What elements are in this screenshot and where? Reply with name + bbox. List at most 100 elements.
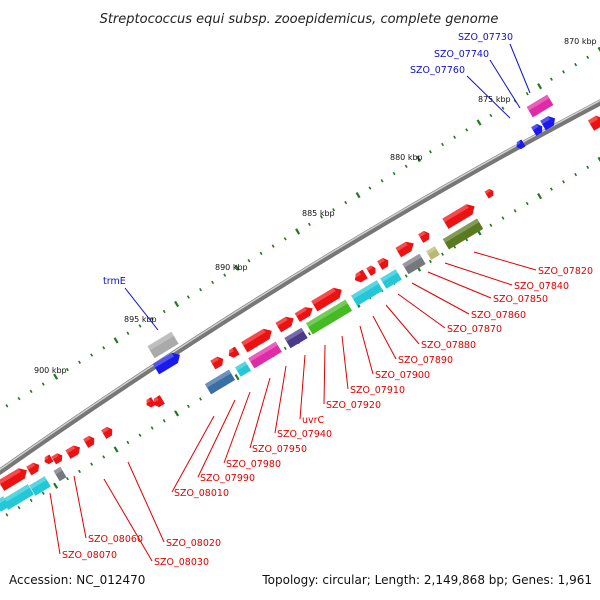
gene-arrow-outer-1 bbox=[540, 116, 556, 131]
minor-tick bbox=[78, 469, 81, 474]
minor-tick bbox=[78, 360, 81, 364]
minor-tick bbox=[17, 505, 21, 510]
gene-label-szo-07920: SZO_07920 bbox=[326, 400, 381, 411]
leader-line-red-7 bbox=[359, 325, 374, 375]
gene-label-szo-08070: SZO_08070 bbox=[62, 550, 117, 561]
leader-line-red-16 bbox=[127, 461, 165, 543]
major-tick bbox=[174, 300, 180, 308]
gene-label-szo-07730: SZO_07730 bbox=[458, 32, 513, 43]
minor-tick bbox=[332, 208, 336, 212]
kbp-label-880: 880 kbp bbox=[390, 153, 423, 162]
minor-tick bbox=[549, 187, 553, 191]
minor-tick bbox=[17, 396, 21, 401]
label-leader-lines bbox=[49, 43, 537, 562]
leader-line-red-12 bbox=[249, 377, 271, 449]
gene-block-3 bbox=[380, 269, 402, 289]
minor-tick bbox=[29, 389, 33, 394]
gene-arrow-inner-3 bbox=[377, 257, 389, 270]
accession-text: Accession: NC_012470 bbox=[9, 573, 146, 587]
gene-label-szo-07910: SZO_07910 bbox=[350, 385, 405, 396]
gene-arrow-inner-7 bbox=[294, 307, 313, 322]
gene-label-trme: trmE bbox=[103, 276, 126, 287]
minor-tick bbox=[562, 70, 565, 74]
leader-line-red-14 bbox=[197, 399, 236, 478]
map-title: Streptococcus equi subsp. zooepidemicus,… bbox=[100, 12, 499, 27]
leader-line-red-2 bbox=[427, 271, 492, 299]
major-tick bbox=[295, 228, 301, 235]
gene-label-szo-07840: SZO_07840 bbox=[514, 281, 569, 292]
gene-label-szo-07850: SZO_07850 bbox=[493, 294, 548, 305]
minor-tick bbox=[199, 287, 202, 292]
minor-tick bbox=[271, 244, 275, 248]
minor-tick bbox=[428, 259, 432, 264]
gene-block-14 bbox=[2, 484, 34, 510]
gene-arrow-inner-14 bbox=[65, 445, 81, 459]
minor-tick bbox=[199, 397, 202, 401]
minor-tick bbox=[428, 150, 432, 154]
kbp-label-890: 890 kbp bbox=[215, 263, 248, 272]
gene-arrow-inner-4 bbox=[366, 265, 376, 276]
minor-tick bbox=[65, 367, 69, 372]
minor-tick bbox=[368, 186, 372, 190]
leader-line-red-9 bbox=[323, 344, 326, 405]
gene-label-szo-07870: SZO_07870 bbox=[447, 324, 502, 335]
gene-arrow-inner-5 bbox=[352, 269, 368, 283]
minor-tick bbox=[562, 180, 565, 184]
gene-arrow-outer-7 bbox=[152, 352, 181, 375]
gene-block-13 bbox=[29, 476, 51, 496]
leader-line-blue-3 bbox=[124, 287, 159, 331]
gene-features bbox=[0, 94, 600, 512]
minor-tick bbox=[29, 498, 33, 503]
minor-tick bbox=[102, 455, 106, 459]
minor-tick bbox=[162, 309, 166, 314]
leader-line-red-19 bbox=[49, 492, 61, 555]
gene-arrow-outer-5 bbox=[484, 188, 494, 199]
gene-label-szo-07950: SZO_07950 bbox=[252, 444, 307, 455]
minor-tick bbox=[525, 201, 529, 206]
minor-tick bbox=[223, 273, 227, 277]
minor-tick bbox=[41, 491, 45, 495]
leader-line-red-5 bbox=[385, 304, 420, 345]
gene-label-szo-08030: SZO_08030 bbox=[154, 557, 209, 568]
leader-line-red-15 bbox=[171, 415, 215, 493]
leader-line-red-4 bbox=[397, 293, 446, 329]
major-tick bbox=[113, 337, 119, 344]
gene-arrow-outer-8 bbox=[42, 454, 54, 465]
gene-arrow-inner-12 bbox=[101, 426, 113, 439]
gene-arrow-outer-2 bbox=[531, 123, 543, 136]
gene-label-szo-07980: SZO_07980 bbox=[226, 459, 281, 470]
minor-tick bbox=[441, 142, 444, 147]
gene-arrow-outer-6 bbox=[147, 331, 179, 359]
minor-tick bbox=[150, 317, 154, 321]
major-tick bbox=[234, 264, 240, 271]
gene-label-szo-08010: SZO_08010 bbox=[174, 488, 229, 499]
gene-block-2 bbox=[402, 253, 426, 275]
minor-tick bbox=[5, 404, 9, 408]
major-tick bbox=[53, 482, 59, 489]
minor-tick bbox=[138, 324, 142, 328]
minor-tick bbox=[150, 426, 154, 430]
gene-block-7 bbox=[248, 341, 282, 369]
gene-label-szo-08060: SZO_08060 bbox=[88, 534, 143, 545]
gene-block-15 bbox=[0, 496, 10, 512]
gene-label-szo-07740: SZO_07740 bbox=[434, 49, 489, 60]
gene-block-5 bbox=[305, 299, 353, 335]
minor-tick bbox=[574, 62, 578, 67]
minor-tick bbox=[211, 280, 215, 285]
minor-tick bbox=[320, 215, 323, 219]
gene-arrow-inner-17 bbox=[0, 468, 27, 491]
minor-tick bbox=[404, 164, 408, 168]
gene-arrow-inner-0 bbox=[442, 204, 475, 229]
minor-tick bbox=[489, 223, 493, 227]
gene-arrow-outer-3 bbox=[587, 115, 600, 131]
minor-tick bbox=[90, 462, 94, 466]
gene-block-6 bbox=[284, 327, 308, 349]
leader-line-red-6 bbox=[372, 315, 397, 360]
minor-tick bbox=[126, 331, 130, 335]
gene-arrow-inner-2 bbox=[395, 241, 414, 258]
gene-arrow-inner-11 bbox=[210, 356, 224, 370]
minor-tick bbox=[259, 251, 263, 256]
leader-line-red-3 bbox=[411, 282, 470, 315]
major-tick bbox=[476, 119, 482, 126]
